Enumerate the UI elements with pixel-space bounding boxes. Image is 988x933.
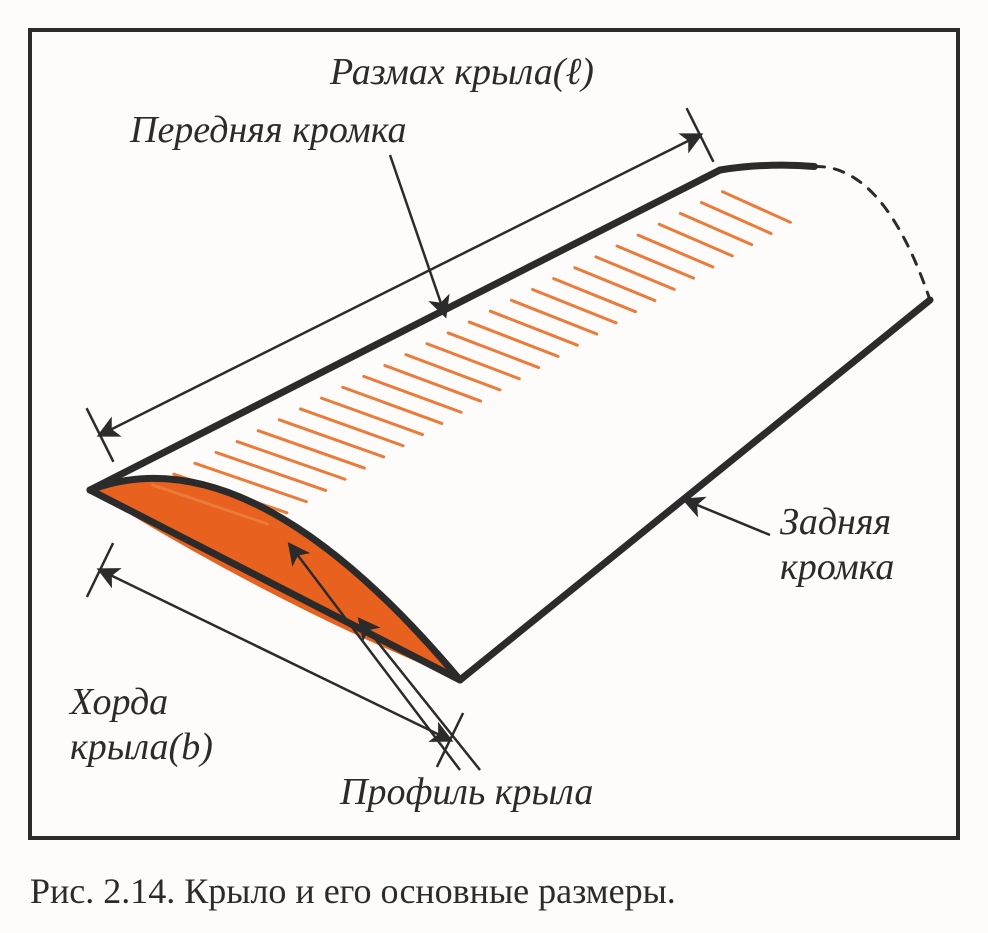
label-trailing-edge-l2: кромка [780,545,894,589]
figure-caption: Рис. 2.14. Крыло и его основные размеры. [30,870,676,912]
label-profile: Профиль крыла [340,770,593,814]
label-chord-l1: Хорда [70,680,168,724]
label-leading-edge: Передняя кромка [130,108,407,152]
caption-text: Крыло и его основные размеры. [184,871,675,911]
label-trailing-edge-l1: Задняя [780,500,891,544]
label-chord-l2: крыла(b) [70,725,213,769]
caption-prefix: Рис. 2.14. [30,871,175,911]
figure-container: Размах крыла(ℓ) Передняя кромка Задняя к… [0,0,988,933]
label-span: Размах крыла(ℓ) [330,50,594,94]
